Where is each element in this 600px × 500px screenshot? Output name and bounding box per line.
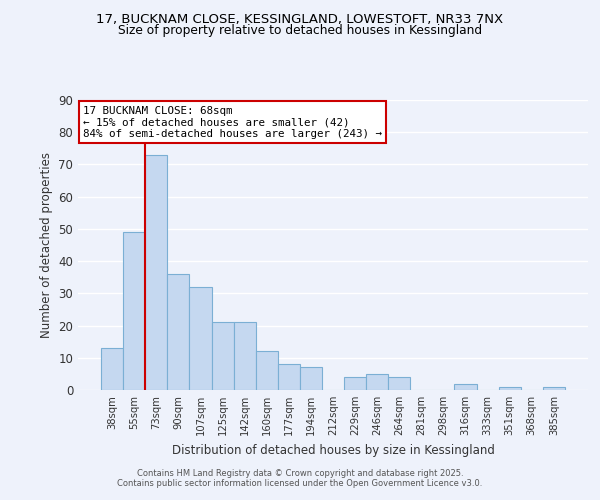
Bar: [123, 232, 145, 390]
Text: Size of property relative to detached houses in Kessingland: Size of property relative to detached ho…: [118, 24, 482, 37]
Bar: [344, 377, 366, 390]
Bar: [212, 322, 233, 390]
Bar: [454, 384, 476, 390]
Bar: [101, 348, 123, 390]
Bar: [388, 377, 410, 390]
Bar: [167, 274, 190, 390]
Bar: [366, 374, 388, 390]
Bar: [233, 322, 256, 390]
Text: Contains HM Land Registry data © Crown copyright and database right 2025.: Contains HM Land Registry data © Crown c…: [137, 468, 463, 477]
Bar: [145, 155, 167, 390]
Text: Contains public sector information licensed under the Open Government Licence v3: Contains public sector information licen…: [118, 478, 482, 488]
Bar: [256, 352, 278, 390]
Bar: [278, 364, 300, 390]
X-axis label: Distribution of detached houses by size in Kessingland: Distribution of detached houses by size …: [172, 444, 494, 456]
Bar: [190, 287, 212, 390]
Bar: [300, 368, 322, 390]
Bar: [543, 387, 565, 390]
Bar: [499, 387, 521, 390]
Text: 17, BUCKNAM CLOSE, KESSINGLAND, LOWESTOFT, NR33 7NX: 17, BUCKNAM CLOSE, KESSINGLAND, LOWESTOF…: [97, 12, 503, 26]
Text: 17 BUCKNAM CLOSE: 68sqm
← 15% of detached houses are smaller (42)
84% of semi-de: 17 BUCKNAM CLOSE: 68sqm ← 15% of detache…: [83, 106, 382, 139]
Y-axis label: Number of detached properties: Number of detached properties: [40, 152, 53, 338]
